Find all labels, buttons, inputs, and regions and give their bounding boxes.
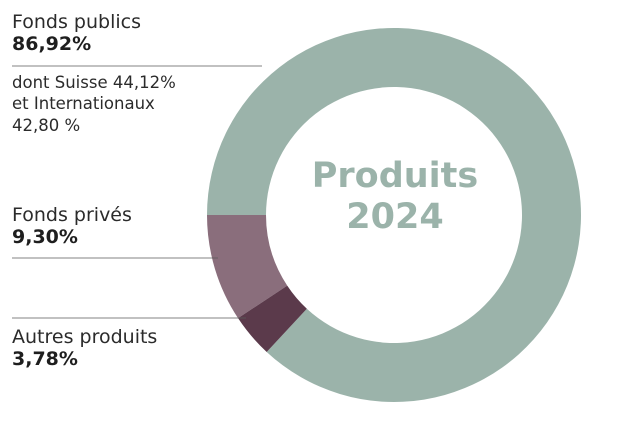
category-label-autres-produits: Autres produits (12, 326, 158, 348)
label-autres-produits: Autres produits 3,78% (12, 326, 157, 371)
chart-title: Produits (311, 156, 479, 196)
label-fonds-prives: Fonds privés 9,30% (12, 204, 132, 249)
donut-slices (207, 28, 582, 403)
value-label-fonds-publics: 86,92% (12, 33, 92, 56)
annotation-fonds-publics: dont Suisse 44,12% et Internationaux 42,… (12, 72, 176, 136)
slice-autres-produits (238, 285, 307, 352)
annotation-line-3: 42,80 % (12, 115, 81, 135)
annotation-line-2: et Internationaux (12, 94, 155, 114)
value-label-fonds-prives: 9,30% (12, 226, 78, 249)
category-label-fonds-prives: Fonds privés (12, 204, 132, 226)
category-label-fonds-publics: Fonds publics (12, 11, 141, 33)
slice-fonds-publics (207, 28, 582, 403)
slice-fonds-prives (207, 215, 288, 319)
label-fonds-publics: Fonds publics 86,92% (12, 11, 141, 56)
value-label-autres-produits: 3,78% (12, 348, 78, 371)
annotation-line-1: dont Suisse 44,12% (12, 73, 176, 92)
chart-subtitle: 2024 (346, 197, 444, 237)
